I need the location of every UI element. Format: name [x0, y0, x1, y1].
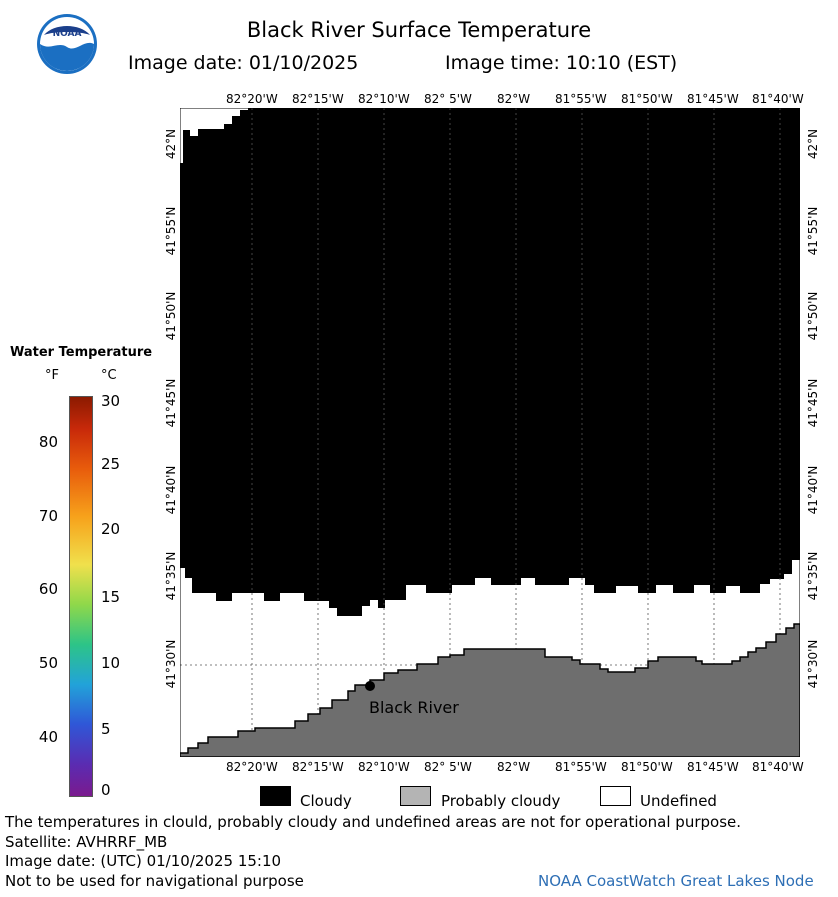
c-tick: 20 [101, 520, 121, 538]
f-tick: 50 [38, 654, 58, 672]
f-tick: 70 [38, 507, 58, 525]
station-marker[interactable] [365, 681, 375, 691]
lon-label: 82° 5'W [424, 92, 472, 106]
map-title: Black River Surface Temperature [246, 18, 592, 42]
lon-label: 81°40'W [752, 760, 804, 774]
map-panel[interactable] [180, 108, 800, 757]
lon-label: 81°40'W [752, 92, 804, 106]
disclaimer: The temperatures in clould, probably clo… [5, 813, 742, 831]
lat-label: 41°35'N [164, 551, 178, 601]
station-label: Black River [369, 698, 459, 717]
lat-label: 41°45'N [164, 378, 178, 428]
lon-label: 82°15'W [292, 92, 344, 106]
legend-title: Water Temperature [10, 345, 153, 360]
image-time: Image time: 10:10 (EST) [445, 52, 678, 74]
probably-cloudy-swatch [400, 786, 431, 806]
utc-date: Image date: (UTC) 01/10/2025 15:10 [5, 852, 282, 870]
undefined-label: Undefined [640, 792, 717, 810]
satellite-info: Satellite: AVHRRF_MB [5, 833, 168, 851]
temperature-colorbar [69, 396, 93, 797]
lon-label: 82°W [497, 760, 531, 774]
lon-label: 82°10'W [358, 92, 410, 106]
cloudy-swatch [260, 786, 291, 806]
c-tick: 0 [101, 781, 111, 799]
lon-label: 81°45'W [687, 92, 739, 106]
probably-cloudy-label: Probably cloudy [441, 792, 561, 810]
c-tick: 25 [101, 455, 121, 473]
lon-label: 81°50'W [621, 92, 673, 106]
lat-label: 41°40'N [164, 465, 178, 515]
c-tick: 5 [101, 720, 111, 738]
c-tick: 10 [101, 654, 121, 672]
lat-label: 42°N [164, 128, 178, 160]
lat-label: 41°30'N [806, 639, 820, 689]
undefined-swatch [600, 786, 631, 806]
lon-label: 82°W [497, 92, 531, 106]
lat-label: 41°30'N [164, 639, 178, 689]
lat-label: 41°50'N [164, 291, 178, 341]
node-credit[interactable]: NOAA CoastWatch Great Lakes Node [538, 872, 814, 890]
lon-label: 82°15'W [292, 760, 344, 774]
lat-label: 41°35'N [806, 551, 820, 601]
f-tick: 40 [38, 728, 58, 746]
lon-label: 81°55'W [555, 760, 607, 774]
f-tick: 60 [38, 580, 58, 598]
lat-label: 41°45'N [806, 378, 820, 428]
lon-label: 82°20'W [226, 760, 278, 774]
lon-label: 81°50'W [621, 760, 673, 774]
image-date: Image date: 01/10/2025 [128, 52, 359, 74]
noaa-logo: NOAA [36, 13, 98, 75]
lon-label: 82° 5'W [424, 760, 472, 774]
lon-label: 82°10'W [358, 760, 410, 774]
c-tick: 30 [101, 392, 121, 410]
unit-fahrenheit: °F [45, 368, 59, 383]
lat-label: 41°40'N [806, 465, 820, 515]
cloudy-label: Cloudy [300, 792, 352, 810]
lat-label: 41°55'N [806, 206, 820, 256]
lon-label: 81°55'W [555, 92, 607, 106]
cloud-region [180, 108, 800, 616]
f-tick: 80 [38, 433, 58, 451]
lat-label: 41°55'N [164, 206, 178, 256]
lon-label: 82°20'W [226, 92, 278, 106]
lat-label: 42°N [806, 128, 820, 160]
lat-label: 41°50'N [806, 291, 820, 341]
land-region [180, 623, 800, 757]
lon-label: 81°45'W [687, 760, 739, 774]
navigation-warning: Not to be used for navigational purpose [5, 872, 304, 890]
unit-celsius: °C [101, 368, 117, 383]
logo-text: NOAA [53, 29, 82, 39]
c-tick: 15 [101, 588, 121, 606]
